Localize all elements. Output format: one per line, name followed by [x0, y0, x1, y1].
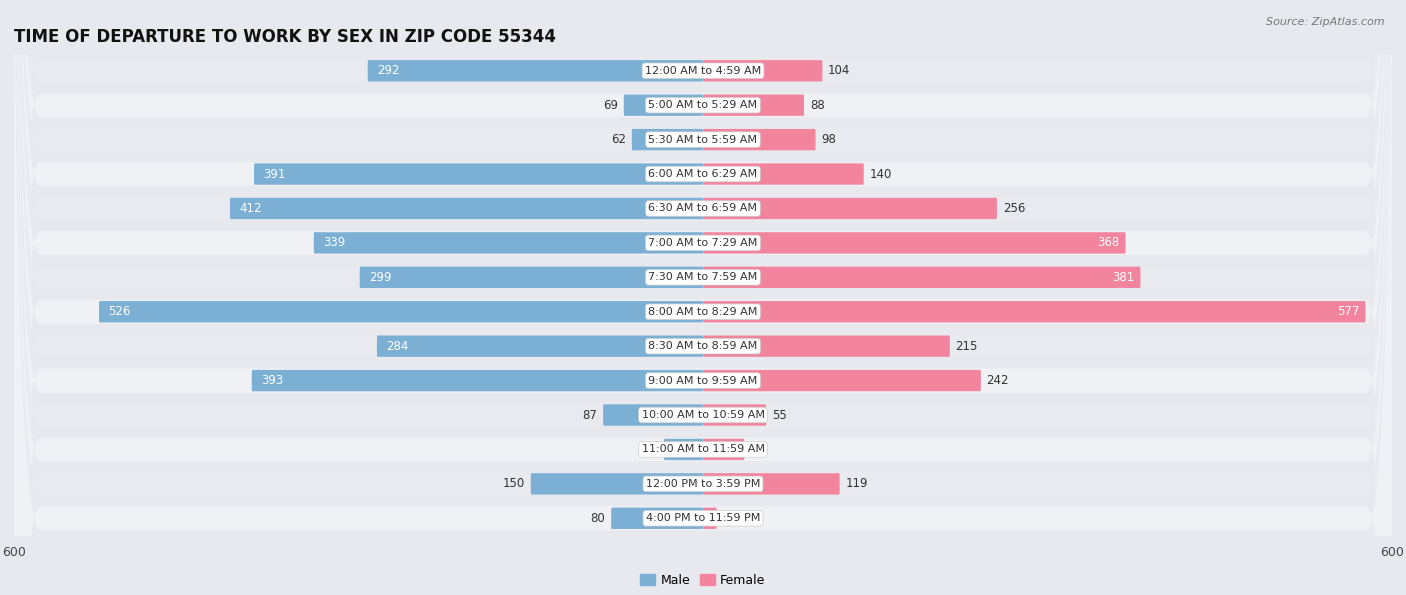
FancyBboxPatch shape — [231, 198, 703, 219]
Legend: Male, Female: Male, Female — [636, 569, 770, 592]
Text: 8:30 AM to 8:59 AM: 8:30 AM to 8:59 AM — [648, 341, 758, 351]
Text: 242: 242 — [987, 374, 1010, 387]
FancyBboxPatch shape — [14, 0, 1392, 595]
Text: 12: 12 — [723, 512, 738, 525]
Text: 62: 62 — [612, 133, 626, 146]
FancyBboxPatch shape — [368, 60, 703, 82]
Text: 140: 140 — [869, 168, 891, 180]
FancyBboxPatch shape — [703, 473, 839, 494]
FancyBboxPatch shape — [664, 439, 703, 460]
Text: 4:00 PM to 11:59 PM: 4:00 PM to 11:59 PM — [645, 513, 761, 523]
FancyBboxPatch shape — [14, 0, 1392, 595]
FancyBboxPatch shape — [703, 95, 804, 116]
Text: 104: 104 — [828, 64, 851, 77]
Text: 412: 412 — [239, 202, 262, 215]
Text: 11:00 AM to 11:59 AM: 11:00 AM to 11:59 AM — [641, 444, 765, 455]
Text: 7:00 AM to 7:29 AM: 7:00 AM to 7:29 AM — [648, 238, 758, 248]
Text: 10:00 AM to 10:59 AM: 10:00 AM to 10:59 AM — [641, 410, 765, 420]
Text: 7:30 AM to 7:59 AM: 7:30 AM to 7:59 AM — [648, 273, 758, 282]
FancyBboxPatch shape — [703, 301, 1365, 322]
Text: 36: 36 — [749, 443, 765, 456]
FancyBboxPatch shape — [612, 508, 703, 529]
FancyBboxPatch shape — [377, 336, 703, 357]
FancyBboxPatch shape — [703, 405, 766, 425]
Text: 256: 256 — [1002, 202, 1025, 215]
FancyBboxPatch shape — [703, 370, 981, 392]
FancyBboxPatch shape — [703, 336, 950, 357]
FancyBboxPatch shape — [14, 0, 1392, 595]
Text: 339: 339 — [323, 236, 346, 249]
Text: 12:00 PM to 3:59 PM: 12:00 PM to 3:59 PM — [645, 479, 761, 489]
FancyBboxPatch shape — [314, 232, 703, 253]
Text: 299: 299 — [368, 271, 391, 284]
FancyBboxPatch shape — [14, 0, 1392, 595]
Text: 12:00 AM to 4:59 AM: 12:00 AM to 4:59 AM — [645, 66, 761, 76]
FancyBboxPatch shape — [703, 439, 744, 460]
Text: 80: 80 — [591, 512, 606, 525]
Text: 69: 69 — [603, 99, 619, 112]
Text: 6:30 AM to 6:59 AM: 6:30 AM to 6:59 AM — [648, 203, 758, 214]
FancyBboxPatch shape — [252, 370, 703, 392]
FancyBboxPatch shape — [14, 0, 1392, 595]
FancyBboxPatch shape — [631, 129, 703, 151]
Text: 119: 119 — [845, 477, 868, 490]
Text: 8:00 AM to 8:29 AM: 8:00 AM to 8:29 AM — [648, 307, 758, 317]
Text: Source: ZipAtlas.com: Source: ZipAtlas.com — [1267, 17, 1385, 27]
FancyBboxPatch shape — [531, 473, 703, 494]
FancyBboxPatch shape — [254, 164, 703, 184]
Text: 6:00 AM to 6:29 AM: 6:00 AM to 6:29 AM — [648, 169, 758, 179]
Text: 215: 215 — [956, 340, 979, 353]
FancyBboxPatch shape — [703, 198, 997, 219]
FancyBboxPatch shape — [14, 0, 1392, 595]
FancyBboxPatch shape — [703, 508, 717, 529]
Text: 150: 150 — [503, 477, 524, 490]
FancyBboxPatch shape — [14, 0, 1392, 595]
FancyBboxPatch shape — [703, 60, 823, 82]
Text: 368: 368 — [1098, 236, 1119, 249]
Text: 393: 393 — [262, 374, 283, 387]
Text: 5:30 AM to 5:59 AM: 5:30 AM to 5:59 AM — [648, 134, 758, 145]
FancyBboxPatch shape — [14, 0, 1392, 595]
Text: 526: 526 — [108, 305, 131, 318]
FancyBboxPatch shape — [603, 405, 703, 425]
Text: 88: 88 — [810, 99, 824, 112]
Text: 5:00 AM to 5:29 AM: 5:00 AM to 5:29 AM — [648, 100, 758, 110]
FancyBboxPatch shape — [624, 95, 703, 116]
FancyBboxPatch shape — [360, 267, 703, 288]
FancyBboxPatch shape — [703, 232, 1126, 253]
Text: 381: 381 — [1112, 271, 1135, 284]
Text: 55: 55 — [772, 409, 786, 421]
FancyBboxPatch shape — [14, 0, 1392, 595]
FancyBboxPatch shape — [703, 164, 863, 184]
Text: TIME OF DEPARTURE TO WORK BY SEX IN ZIP CODE 55344: TIME OF DEPARTURE TO WORK BY SEX IN ZIP … — [14, 29, 555, 46]
FancyBboxPatch shape — [703, 129, 815, 151]
Text: 98: 98 — [821, 133, 837, 146]
Text: 9:00 AM to 9:59 AM: 9:00 AM to 9:59 AM — [648, 375, 758, 386]
FancyBboxPatch shape — [14, 0, 1392, 595]
FancyBboxPatch shape — [14, 0, 1392, 595]
Text: 391: 391 — [263, 168, 285, 180]
Text: 34: 34 — [644, 443, 658, 456]
FancyBboxPatch shape — [14, 0, 1392, 595]
FancyBboxPatch shape — [98, 301, 703, 322]
FancyBboxPatch shape — [14, 0, 1392, 595]
Text: 292: 292 — [377, 64, 399, 77]
Text: 284: 284 — [387, 340, 409, 353]
Text: 87: 87 — [582, 409, 598, 421]
Text: 577: 577 — [1337, 305, 1360, 318]
FancyBboxPatch shape — [14, 0, 1392, 595]
FancyBboxPatch shape — [703, 267, 1140, 288]
